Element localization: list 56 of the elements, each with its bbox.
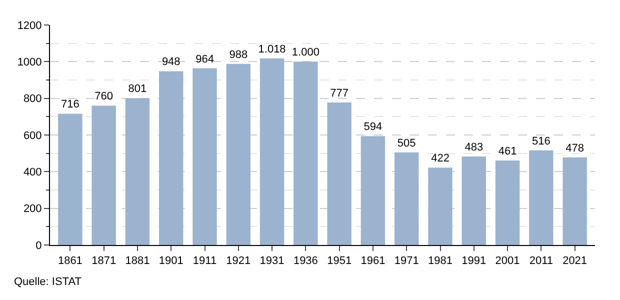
data-label: 594	[364, 121, 382, 134]
bar	[125, 98, 150, 245]
data-label: 948	[162, 56, 180, 68]
x-tick-label: 1911	[192, 255, 217, 268]
x-tick-label: 1951	[327, 255, 352, 268]
bar	[360, 136, 386, 245]
source-note: Quelle: ISTAT	[14, 276, 82, 288]
x-tick-label: 2021	[562, 255, 588, 268]
x-tick-label: 1961	[360, 255, 386, 268]
bar	[428, 168, 452, 245]
data-label: 478	[566, 142, 584, 154]
data-label: 760	[94, 90, 114, 103]
bar	[226, 64, 251, 245]
data-label: 1.018	[258, 43, 286, 56]
data-label: 716	[61, 98, 80, 111]
y-tick-label: 800	[23, 93, 42, 106]
x-tick-label: 1861	[58, 255, 82, 268]
bar	[58, 114, 82, 245]
bar	[159, 71, 184, 245]
x-tick-label: 1921	[226, 255, 251, 268]
bar	[394, 152, 419, 245]
bar	[462, 156, 486, 245]
y-tick-label: 400	[23, 166, 42, 179]
data-label: 801	[128, 83, 147, 96]
bar	[495, 160, 520, 245]
x-tick-label: 1981	[428, 255, 452, 268]
x-tick-label: 1991	[462, 255, 486, 268]
bar	[260, 58, 284, 245]
bar	[327, 102, 352, 245]
x-tick-label: 2011	[529, 255, 553, 268]
y-tick-label: 1000	[17, 56, 42, 69]
y-tick-label: 200	[23, 203, 42, 216]
bar	[562, 157, 587, 245]
y-tick-label: 1200	[17, 20, 42, 32]
data-label: 964	[196, 53, 214, 66]
y-tick-label: 0	[36, 240, 42, 252]
data-label: 483	[464, 141, 484, 154]
x-tick-label: 1901	[158, 255, 184, 268]
x-tick-label: 2001	[495, 255, 520, 268]
x-tick-label: 1931	[260, 255, 284, 268]
data-label: 516	[532, 135, 550, 148]
data-label: 777	[330, 88, 348, 100]
bar	[529, 150, 554, 245]
bar	[294, 62, 318, 245]
data-label: 988	[229, 48, 248, 61]
x-tick-label: 1971	[394, 255, 419, 268]
x-tick-label: 1871	[92, 255, 116, 268]
bar	[92, 106, 116, 245]
data-label: 422	[431, 152, 450, 165]
data-label: 505	[397, 137, 416, 150]
data-label: 461	[498, 145, 517, 158]
x-tick-label: 1936	[293, 255, 318, 268]
x-tick-label: 1881	[125, 255, 150, 268]
data-label: 1.000	[292, 46, 320, 59]
y-tick-label: 600	[23, 130, 42, 142]
bar	[192, 68, 217, 245]
